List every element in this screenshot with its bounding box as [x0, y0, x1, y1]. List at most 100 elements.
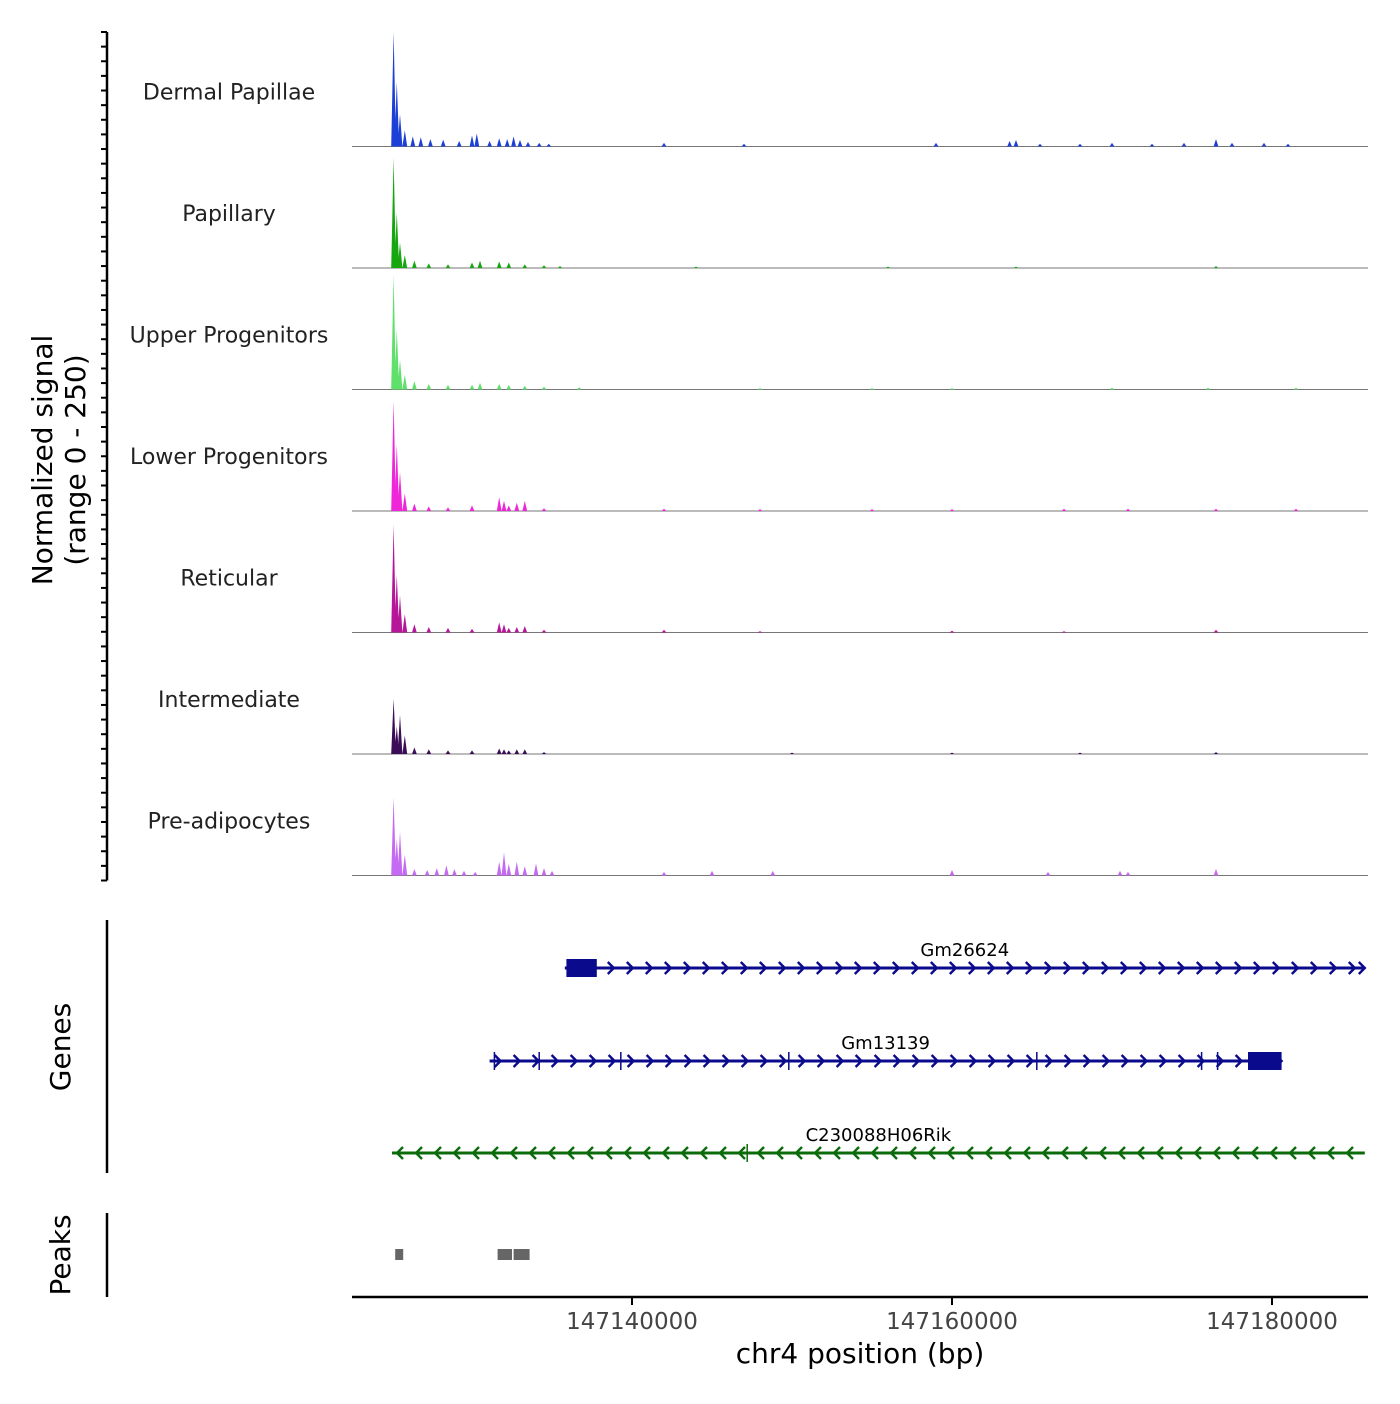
strand-chevron [835, 1054, 845, 1068]
strand-chevron [661, 1146, 670, 1160]
signal-peak [1213, 869, 1219, 876]
signal-peak [391, 797, 396, 876]
signal-peak [693, 266, 699, 268]
signal-peak [444, 865, 449, 876]
strand-chevron [870, 1146, 879, 1160]
track-dermal-papillae: Dermal Papillae [143, 31, 1368, 147]
signal-peak [412, 503, 417, 511]
gene-gm13139: Gm13139 [489, 1033, 1284, 1070]
strand-chevron [1231, 1146, 1240, 1160]
strand-chevron [1328, 961, 1338, 975]
signal-peak [496, 261, 502, 268]
signal-peak [402, 255, 408, 268]
strand-chevron [642, 1146, 651, 1160]
signal-peak [477, 383, 483, 390]
strand-chevron [796, 961, 806, 975]
strand-chevron [1025, 1054, 1035, 1068]
signal-peak [1013, 266, 1019, 268]
gene-name: Gm13139 [841, 1033, 930, 1054]
signal-peak [1149, 143, 1155, 147]
signal-peak [1125, 508, 1131, 511]
signal-peak [445, 627, 451, 633]
track-pre-adipocytes: Pre-adipocytes [148, 797, 1368, 876]
signal-peak [418, 137, 424, 147]
strand-chevron [701, 961, 711, 975]
gene-name: C230088H06Rik [806, 1125, 952, 1146]
signal-peak [1013, 140, 1019, 147]
signal-peak [496, 622, 502, 633]
strand-chevron [1119, 961, 1129, 975]
signal-peak [496, 497, 502, 511]
signal-peak [1261, 142, 1267, 147]
signal-peak [474, 133, 480, 147]
signal-peak [1125, 871, 1131, 876]
strand-chevron [452, 1146, 461, 1160]
signal-peak [514, 626, 520, 633]
signal-peak [949, 388, 955, 390]
signal-peak [461, 870, 467, 876]
strand-chevron [986, 961, 996, 975]
strand-chevron [1250, 1146, 1259, 1160]
signal-peak [1229, 142, 1235, 147]
signal-peak [576, 387, 582, 390]
gene-exon [1248, 1052, 1282, 1070]
signal-peak [1293, 508, 1299, 511]
strand-chevron [794, 1146, 803, 1160]
signal-peak [397, 714, 403, 754]
strand-chevron [606, 961, 616, 975]
signal-peak [757, 631, 763, 633]
strand-chevron [911, 1054, 921, 1068]
strand-chevron [1252, 961, 1262, 975]
strand-chevron [604, 1146, 613, 1160]
strand-chevron [1193, 1146, 1202, 1160]
signal-peak [469, 505, 475, 511]
signal-peak [456, 140, 462, 147]
signal-peak [397, 359, 403, 390]
signal-peak [397, 831, 403, 876]
strand-chevron [512, 1054, 522, 1068]
signal-peak [496, 748, 502, 754]
signal-peak [501, 749, 507, 754]
strand-chevron [948, 961, 958, 975]
signal-peak [506, 505, 512, 511]
strand-chevron [1022, 1146, 1031, 1160]
signal-peak [1061, 631, 1067, 633]
signal-peak [536, 142, 542, 147]
strand-chevron [1174, 1146, 1183, 1160]
gene-c230088h06rik: C230088H06Rik [392, 1125, 1365, 1162]
strand-chevron [967, 961, 977, 975]
strand-chevron [872, 961, 882, 975]
strand-chevron [721, 1054, 731, 1068]
strand-chevron [1006, 1054, 1016, 1068]
strand-chevron [949, 1054, 959, 1068]
signal-peak [549, 870, 555, 876]
strand-chevron [1082, 1054, 1092, 1068]
strand-chevron [968, 1054, 978, 1068]
signal-peak [1285, 143, 1291, 147]
strand-chevron [1215, 1054, 1225, 1068]
signal-peak [1213, 139, 1219, 147]
track-label: Intermediate [158, 688, 300, 713]
strand-chevron [585, 1146, 594, 1160]
x-tick-label: 147180000 [1206, 1309, 1338, 1335]
signal-peak [391, 524, 396, 633]
strand-chevron [414, 1146, 423, 1160]
signal-peak [397, 471, 403, 511]
strand-chevron [1003, 1146, 1012, 1160]
signal-peak [770, 870, 776, 876]
strand-chevron [759, 1054, 769, 1068]
strand-chevron [1233, 961, 1243, 975]
signal-peak [410, 136, 416, 147]
strand-chevron [815, 961, 825, 975]
signal-peak [1077, 143, 1083, 147]
signal-peak [402, 493, 408, 511]
strand-chevron [1063, 1054, 1073, 1068]
strand-chevron [1307, 1146, 1316, 1160]
strand-chevron [528, 1146, 537, 1160]
signal-peak [949, 869, 955, 876]
x-tick-label: 147140000 [566, 1309, 698, 1335]
signal-peak [469, 135, 475, 147]
strand-chevron [929, 961, 939, 975]
signal-peak [397, 242, 403, 268]
strand-chevron [1062, 961, 1072, 975]
